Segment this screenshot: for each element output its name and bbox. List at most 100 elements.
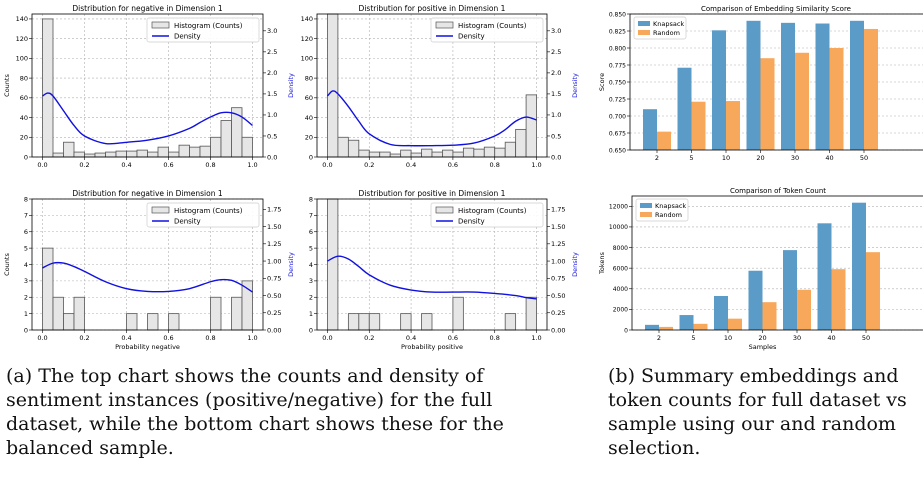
histogram-bar [168,151,180,158]
legend-label: Histogram (Counts) [458,22,527,30]
y-tick-label: 40 [305,114,313,122]
histogram-bar [42,18,54,158]
histogram-bar [452,151,464,158]
plot-frame [31,13,264,158]
bar-random [797,289,811,330]
y-tick-label: 4 [309,261,313,269]
y2-tick-label: 0.00 [267,326,281,334]
legend-label: Random [653,29,680,37]
histogram-bar [389,153,402,158]
y2-tick-label: 0.50 [267,292,281,300]
x-tick-label: 0.6 [448,334,458,342]
chart-title: Distribution for negative in Dimension 1 [72,189,222,198]
histogram-bar [73,296,85,331]
x-tick-label: 50 [862,334,870,342]
caption-b-line: (b) Summary embeddings and [608,365,899,387]
histogram-bar [462,147,475,158]
histogram-bar [473,148,485,158]
legend-hist-swatch [435,21,454,29]
y-tick-label: 0 [24,326,28,334]
bar-knapsack [645,324,659,330]
histogram-bar [241,136,253,158]
y-tick-label: 8000 [613,245,628,252]
x-tick-label: 1.0 [531,161,541,169]
histogram-bar [525,296,537,331]
legend-label: Histogram (Counts) [174,22,243,30]
x-tick-label: 1.0 [531,334,541,342]
histogram-bar [189,146,201,158]
density-line [42,92,253,145]
y-tick-label: 0.650 [609,147,626,154]
x-tick-label: 0.6 [163,334,173,342]
y2-tick-label: 0.0 [267,153,277,161]
y2-tick-label: 3.0 [551,27,561,35]
histogram-bar [210,296,222,331]
y2-tick-label: 0.5 [267,132,277,140]
histogram-bar [431,151,443,158]
histogram-bar [452,296,464,331]
x-tick-label: 0.8 [490,334,500,342]
histogram-bar [126,150,138,158]
x-tick-label: 0.8 [205,334,215,342]
y-tick-label: 2 [24,294,28,302]
x-tick-label: 40 [827,334,835,342]
x-axis-label: Probability positive [401,343,463,351]
histogram-bar [368,151,381,158]
y2-tick-label: 0.75 [551,275,565,283]
legend-swatch-random [638,30,650,35]
y-tick-label: 60 [305,94,313,102]
bar-knapsack [852,202,866,330]
histogram-bar [73,151,85,158]
histogram-bar [178,144,190,158]
y-tick-label: 3 [24,277,28,285]
x-tick-label: 10 [724,334,732,342]
density-line [326,90,537,147]
bar-random [864,28,878,150]
y-tick-label: 6 [24,228,28,236]
histogram-bar [220,120,232,158]
histogram-bar [147,313,159,331]
y2-tick-label: 1.25 [267,240,281,248]
y-tick-label: 7 [24,212,28,220]
legend-hist-swatch [151,206,170,214]
histogram-bar [52,152,64,158]
y-tick-label: 6 [309,228,313,236]
legend-box [430,17,544,43]
x-tick-label: 0.6 [163,161,173,169]
y2-tick-label: 1.50 [551,223,565,231]
y2-tick-label: 3.0 [267,27,277,35]
y2-tick-label: 1.75 [551,206,565,214]
legend-label: Density [458,33,485,41]
histogram-bar [52,296,64,331]
x-axis-label: Probability negative [115,343,180,351]
legend-label: Density [458,218,485,226]
histogram-bar [168,313,180,331]
y-tick-label: 3 [309,277,313,285]
y2-tick-label: 0.5 [551,132,561,140]
x-tick-label: 20 [758,334,766,342]
y-tick-label: 0 [309,326,313,334]
caption-a: (a) The top chart shows the counts and d… [6,364,576,460]
x-tick-label: 0.6 [448,161,458,169]
y-axis-label: Score [598,73,606,91]
y-tick-label: 0 [24,153,28,161]
x-tick-label: 0.2 [364,334,374,342]
histogram-bar [105,151,117,158]
histogram-bar [410,152,422,158]
y2-tick-label: 1.25 [551,240,565,248]
legend-label: Density [174,218,201,226]
y2-tick-label: 0.25 [551,309,565,317]
histogram-bar [63,141,75,158]
y-tick-label: 20 [305,134,313,142]
legend-label: Density [174,33,201,41]
bar-random [728,318,742,330]
x-tick-label: 0.4 [121,334,131,342]
histogram-bar [421,148,433,158]
legend-box [430,202,544,228]
x-tick-label: 0.4 [121,161,131,169]
bar-knapsack [643,109,657,150]
histogram-bar [379,151,391,158]
y-tick-label: 60 [20,94,28,102]
y2-tick-label: 1.75 [267,206,281,214]
legend-hist-swatch [435,206,454,214]
